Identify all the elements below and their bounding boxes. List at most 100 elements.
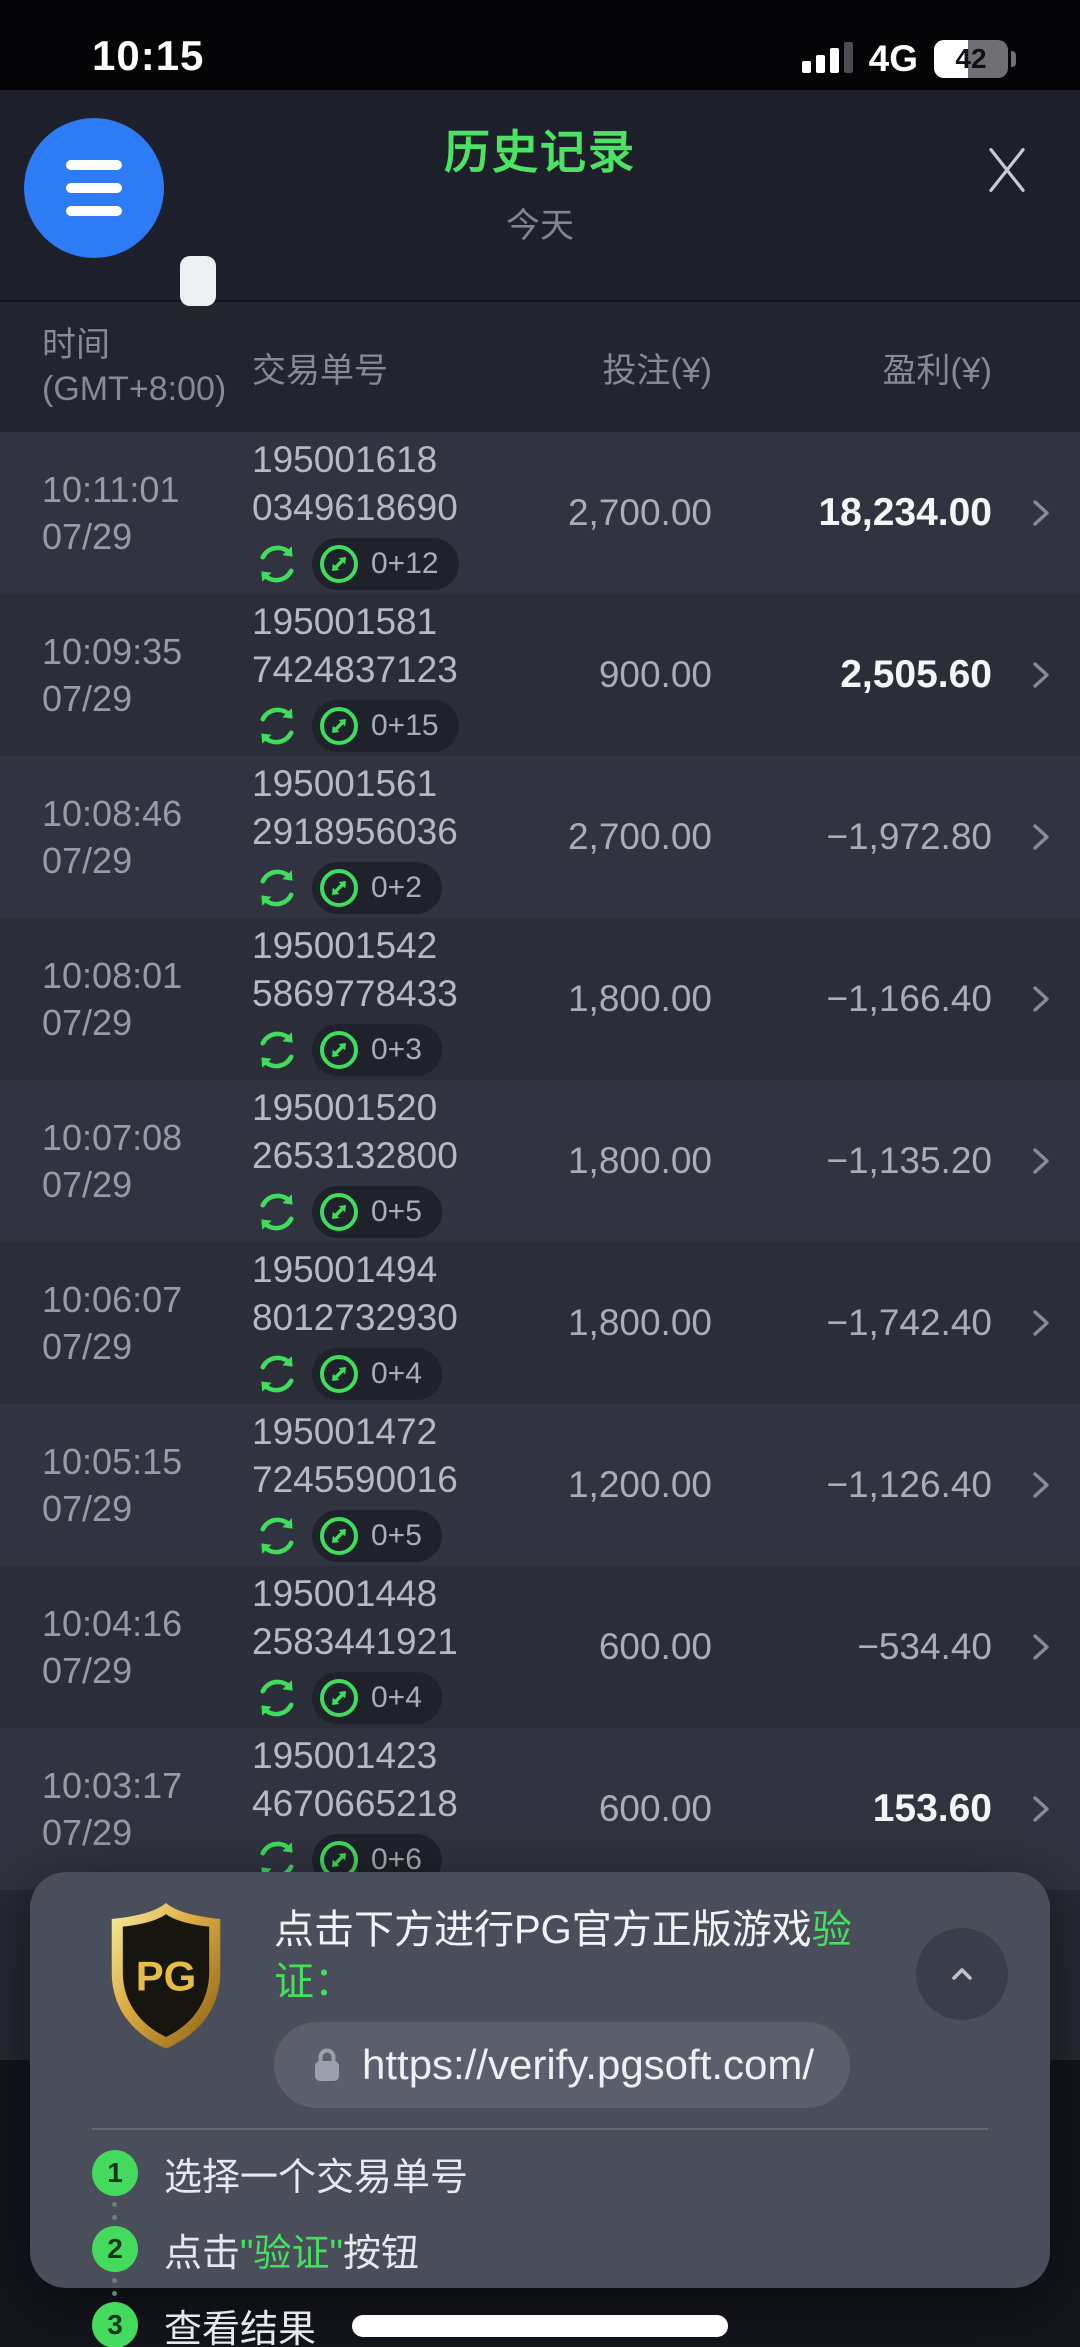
battery-icon: 42 bbox=[934, 40, 1016, 78]
row-badges: 0+5 bbox=[252, 1186, 552, 1238]
row-order: 195001561 2918956036 bbox=[252, 760, 552, 914]
table-row[interactable]: 10:09:35 07/29 195001581 7424837123 bbox=[0, 594, 1080, 756]
svg-text:PG: PG bbox=[136, 1953, 197, 2000]
chevron-right-icon bbox=[1033, 1310, 1049, 1336]
table-row[interactable]: 10:11:01 07/29 195001618 0349618690 bbox=[0, 432, 1080, 594]
table-row[interactable]: 10:06:07 07/29 195001494 8012732930 bbox=[0, 1242, 1080, 1404]
row-time: 10:09:35 07/29 bbox=[42, 631, 183, 719]
row-badges: 0+12 bbox=[252, 538, 552, 590]
history-list: 10:11:01 07/29 195001618 0349618690 bbox=[0, 432, 1080, 1890]
verify-header-text: 点击下方进行PG官方正版游戏验证： https://verify.pgsoft.… bbox=[274, 1898, 900, 2108]
row-profit: −1,166.40 bbox=[826, 978, 992, 1019]
verify-header: PG 点击下方进行PG官方正版游戏验证： https://verify.pgso… bbox=[30, 1872, 1050, 2108]
step-number-badge: 3 bbox=[92, 2302, 138, 2347]
refresh-arrows-icon bbox=[260, 1193, 294, 1231]
refresh-arrows-icon bbox=[260, 1517, 294, 1555]
bonus-count-badge: 0+4 bbox=[312, 1672, 442, 1724]
row-order: 195001472 7245590016 bbox=[252, 1408, 552, 1562]
bonus-count-badge: 0+5 bbox=[312, 1186, 442, 1238]
verify-url: https://verify.pgsoft.com/ bbox=[362, 2041, 815, 2088]
table-row[interactable]: 10:08:01 07/29 195001542 5869778433 bbox=[0, 918, 1080, 1080]
chevron-right-icon bbox=[1033, 1796, 1049, 1822]
divider bbox=[92, 2128, 988, 2130]
col-header-time: 时间 (GMT+8:00) bbox=[42, 326, 227, 408]
chevron-right-icon bbox=[1033, 1634, 1049, 1660]
bonus-count-badge: 0+15 bbox=[312, 700, 459, 752]
table-row[interactable]: 10:05:15 07/29 195001472 7245590016 bbox=[0, 1404, 1080, 1566]
row-time: 10:04:16 07/29 bbox=[42, 1603, 183, 1691]
step-item: 1 选择一个交易单号 bbox=[92, 2148, 1050, 2199]
bonus-count-badge: 0+3 bbox=[312, 1024, 442, 1076]
table-header: 时间 (GMT+8:00) 交易单号 投注(¥) 盈利(¥) bbox=[0, 300, 1080, 432]
bonus-count-badge: 0+4 bbox=[312, 1348, 442, 1400]
row-badges: 0+4 bbox=[252, 1348, 552, 1400]
col-header-profit: 盈利(¥) bbox=[882, 351, 992, 390]
row-time: 10:08:46 07/29 bbox=[42, 793, 183, 881]
verify-highlight: 验证： bbox=[274, 1908, 852, 2004]
col-header-order: 交易单号 bbox=[252, 351, 388, 390]
row-time: 10:08:01 07/29 bbox=[42, 955, 183, 1043]
row-time: 10:07:08 07/29 bbox=[42, 1117, 183, 1205]
chevron-right-icon bbox=[1033, 500, 1049, 526]
row-profit: −1,126.40 bbox=[826, 1464, 992, 1505]
row-profit: 153.60 bbox=[872, 1787, 992, 1830]
row-badges: 0+5 bbox=[252, 1510, 552, 1562]
table-row[interactable]: 10:03:17 07/29 195001423 4670665218 bbox=[0, 1728, 1080, 1890]
page-title: 历史记录 bbox=[444, 126, 636, 178]
bonus-count-badge: 0+5 bbox=[312, 1510, 442, 1562]
row-profit: −1,742.40 bbox=[826, 1302, 992, 1343]
row-bet: 900.00 bbox=[598, 654, 712, 695]
step-label: 选择一个交易单号 bbox=[164, 2156, 469, 2199]
chevron-right-icon bbox=[1033, 662, 1049, 688]
table-row[interactable]: 10:08:46 07/29 195001561 2918956036 bbox=[0, 756, 1080, 918]
row-order: 195001542 5869778433 bbox=[252, 922, 552, 1076]
row-order: 195001494 8012732930 bbox=[252, 1246, 552, 1400]
row-badges: 0+15 bbox=[252, 700, 552, 752]
table-row[interactable]: 10:04:16 07/29 195001448 2583441921 bbox=[0, 1566, 1080, 1728]
row-badges: 0+4 bbox=[252, 1672, 552, 1724]
row-profit: 18,234.00 bbox=[818, 491, 992, 534]
refresh-arrows-icon bbox=[260, 1355, 294, 1393]
row-profit: 2,505.60 bbox=[840, 653, 992, 696]
battery-percent: 42 bbox=[955, 43, 987, 74]
row-profit: −534.40 bbox=[857, 1626, 992, 1667]
chevron-right-icon bbox=[1033, 986, 1049, 1012]
row-order: 195001618 0349618690 bbox=[252, 436, 552, 590]
menu-button[interactable] bbox=[24, 118, 164, 258]
circle-diagonal-arrows-icon bbox=[320, 1517, 358, 1555]
close-button[interactable] bbox=[972, 134, 1042, 206]
status-bar: 10:15 4G 42 bbox=[0, 0, 1080, 90]
refresh-arrows-icon bbox=[260, 545, 294, 583]
row-profit: −1,972.80 bbox=[826, 816, 992, 857]
table-row[interactable]: 10:07:08 07/29 195001520 2653132800 bbox=[0, 1080, 1080, 1242]
row-order: 195001520 2653132800 bbox=[252, 1084, 552, 1238]
refresh-arrows-icon bbox=[260, 707, 294, 745]
status-icons: 4G 42 bbox=[801, 38, 1016, 80]
row-time: 10:03:17 07/29 bbox=[42, 1765, 183, 1853]
bonus-count-badge: 0+2 bbox=[312, 862, 442, 914]
circle-diagonal-arrows-icon bbox=[320, 1679, 358, 1717]
step-connector-dots bbox=[112, 2278, 1050, 2296]
chevron-right-icon bbox=[1033, 1148, 1049, 1174]
circle-diagonal-arrows-icon bbox=[320, 1355, 358, 1393]
step-item: 3 查看结果 bbox=[92, 2300, 1050, 2347]
refresh-arrows-icon bbox=[260, 1031, 294, 1069]
row-bet: 1,200.00 bbox=[567, 1464, 712, 1505]
step-label: 查看结果 bbox=[164, 2308, 317, 2347]
row-time: 10:05:15 07/29 bbox=[42, 1441, 183, 1529]
circle-diagonal-arrows-icon bbox=[320, 1031, 358, 1069]
verify-panel: PG 点击下方进行PG官方正版游戏验证： https://verify.pgso… bbox=[30, 1872, 1050, 2347]
step-number-badge: 1 bbox=[92, 2150, 138, 2196]
chevron-up-icon bbox=[952, 1968, 972, 1980]
row-bet: 2,700.00 bbox=[567, 816, 712, 857]
collapse-button[interactable] bbox=[916, 1928, 1008, 2020]
status-time: 10:15 bbox=[92, 32, 205, 79]
row-order: 195001448 2583441921 bbox=[252, 1570, 552, 1724]
network-type-label: 4G bbox=[868, 38, 918, 79]
home-indicator[interactable] bbox=[352, 2315, 728, 2337]
verify-url-button[interactable]: https://verify.pgsoft.com/ bbox=[274, 2022, 851, 2108]
hidden-floating-widget bbox=[180, 256, 216, 306]
app-header: 历史记录 今天 bbox=[0, 90, 1080, 306]
row-time: 10:11:01 07/29 bbox=[42, 469, 180, 557]
